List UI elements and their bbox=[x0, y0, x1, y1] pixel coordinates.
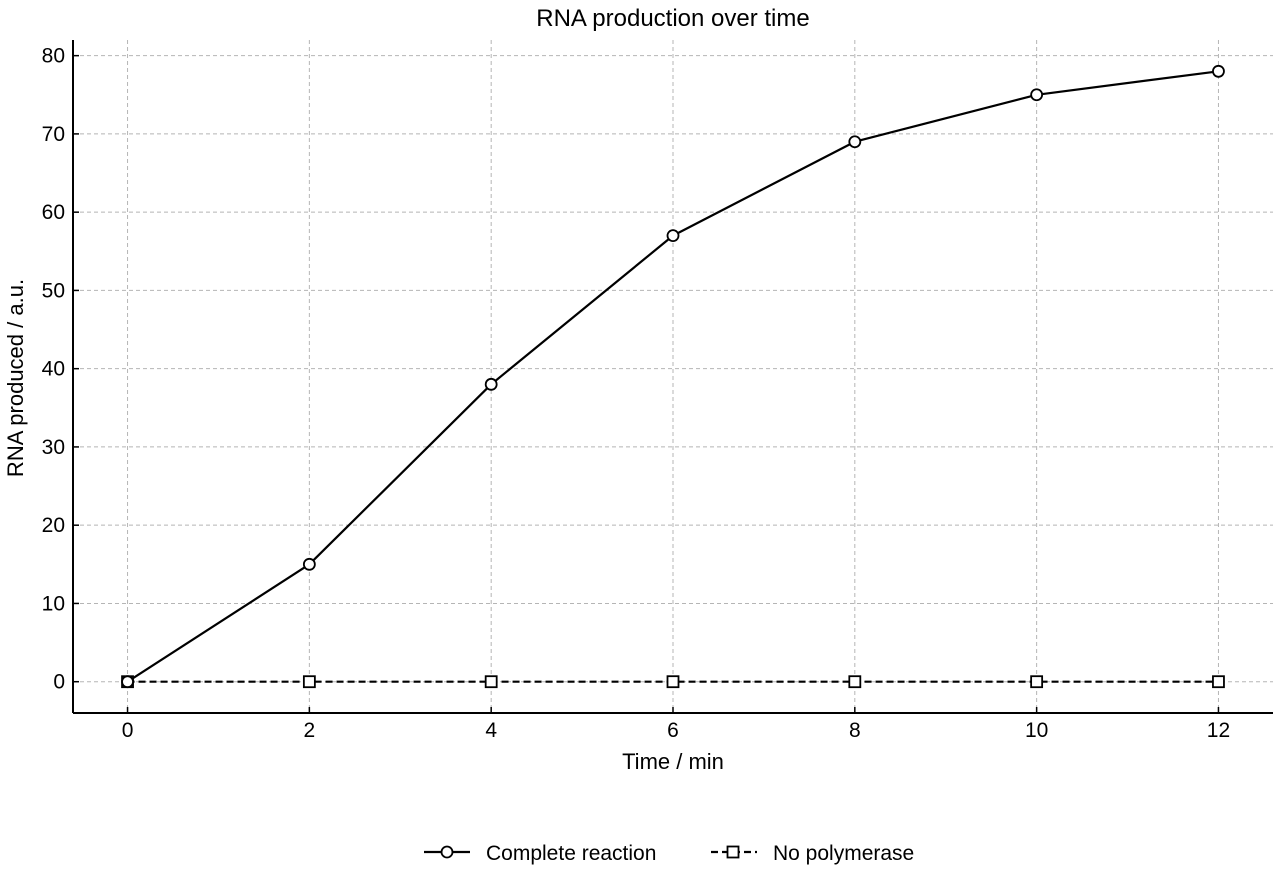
legend-item-complete-reaction: Complete reaction bbox=[424, 842, 656, 865]
data-point bbox=[121, 675, 134, 689]
data-point bbox=[666, 229, 680, 243]
data-point bbox=[848, 135, 862, 149]
y-axis-title: RNA produced / a.u. bbox=[3, 279, 28, 477]
x-tick-label: 8 bbox=[849, 719, 861, 742]
x-tick-label: 0 bbox=[122, 719, 134, 742]
y-tick-label: 10 bbox=[42, 592, 65, 615]
data-point bbox=[1030, 88, 1044, 102]
y-tick-label: 80 bbox=[42, 45, 65, 68]
y-tick-label: 30 bbox=[42, 436, 65, 459]
data-series bbox=[121, 64, 1225, 689]
data-point bbox=[302, 557, 316, 571]
y-tick-label: 50 bbox=[42, 279, 65, 302]
y-tick-label: 40 bbox=[42, 358, 65, 381]
y-tick-label: 20 bbox=[42, 514, 65, 537]
x-tick-label: 10 bbox=[1025, 719, 1048, 742]
data-point bbox=[484, 675, 498, 689]
data-point bbox=[666, 675, 680, 689]
chart-title: RNA production over time bbox=[536, 5, 809, 32]
y-tick-label: 0 bbox=[53, 671, 65, 694]
legend-label: No polymerase bbox=[773, 842, 914, 865]
x-tick-label: 4 bbox=[485, 719, 497, 742]
legend-item-no-polymerase: No polymerase bbox=[711, 842, 914, 865]
axes: 0 2 4 6 8 10 12 0 10 20 30 40 50 60 70 80 bbox=[42, 40, 1273, 742]
series-no-polymerase bbox=[121, 675, 1225, 689]
legend: Complete reaction No polymerase bbox=[424, 842, 914, 865]
x-tick-label: 12 bbox=[1207, 719, 1230, 742]
grid-lines bbox=[73, 40, 1273, 713]
x-axis-title: Time / min bbox=[622, 749, 724, 774]
y-tick-label: 60 bbox=[42, 201, 65, 224]
data-point bbox=[1030, 675, 1044, 689]
data-point bbox=[1212, 675, 1225, 689]
data-point bbox=[302, 675, 316, 689]
x-tick-label: 6 bbox=[667, 719, 679, 742]
legend-marker bbox=[726, 845, 740, 859]
legend-marker bbox=[440, 845, 454, 859]
y-tick-label: 70 bbox=[42, 123, 65, 146]
data-point bbox=[1212, 64, 1225, 78]
data-point bbox=[848, 675, 862, 689]
legend-label: Complete reaction bbox=[486, 842, 656, 865]
data-point bbox=[484, 377, 498, 391]
x-tick-label: 2 bbox=[304, 719, 316, 742]
series-complete-reaction bbox=[121, 64, 1225, 689]
